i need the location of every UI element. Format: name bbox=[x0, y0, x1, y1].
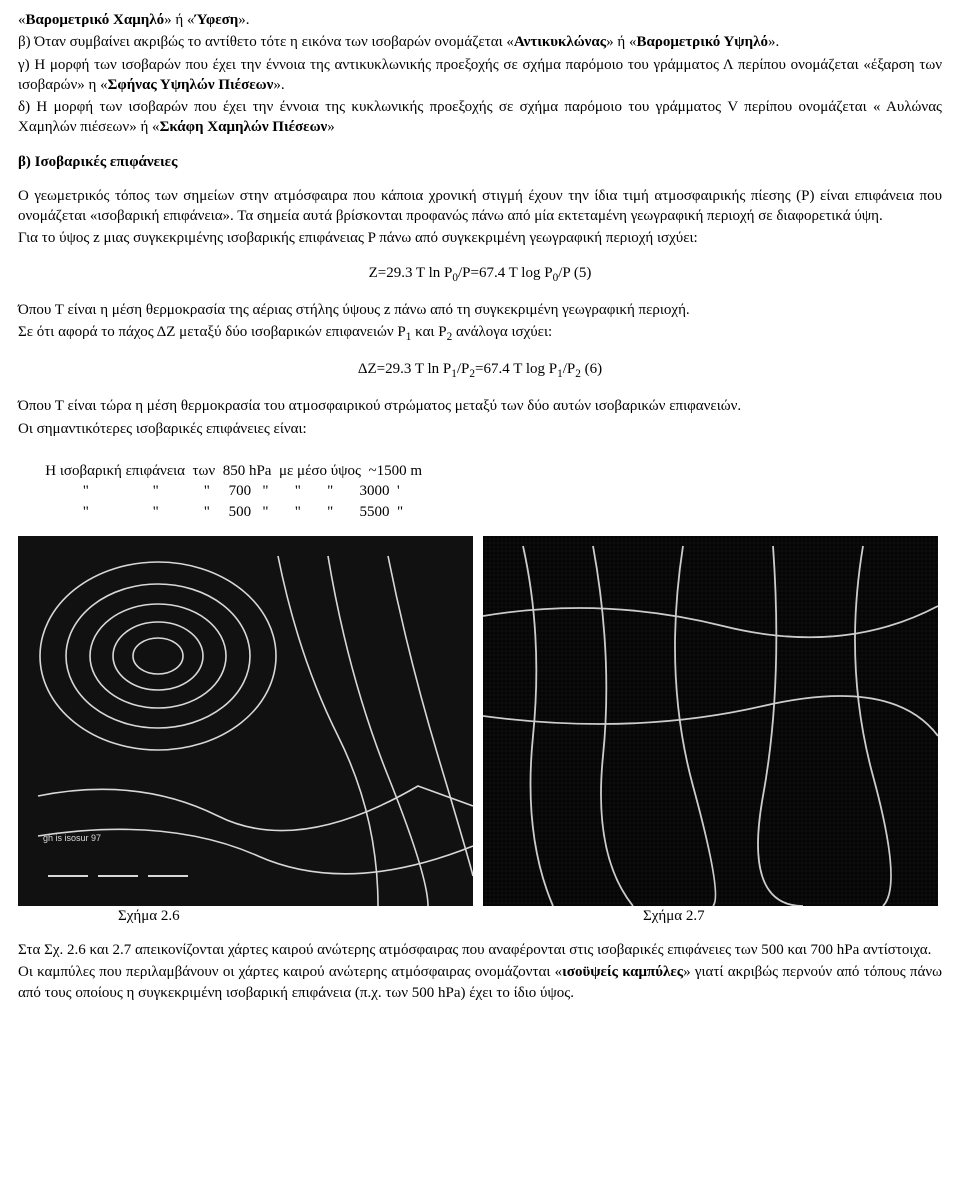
bold: Σφήνας Υψηλών Πιέσεων bbox=[108, 77, 274, 93]
text: ». bbox=[273, 77, 284, 93]
para-d: δ) Η μορφή των ισοβαρών που έχει την ένν… bbox=[18, 97, 942, 138]
para-curves: Οι καμπύλες που περιλαμβάνουν οι χάρτες … bbox=[18, 962, 942, 1003]
text: Οι καμπύλες που περιλαμβάνουν οι χάρτες … bbox=[18, 964, 562, 980]
figure-captions: Σχήμα 2.6 Σχήμα 2.7 bbox=[18, 906, 942, 926]
bold: Ύφεση bbox=[195, 12, 239, 28]
text: ». bbox=[768, 34, 779, 50]
figures-row: gh is isosur 97 bbox=[18, 536, 942, 906]
bold: Βαρομετρικό Χαμηλό bbox=[26, 12, 165, 28]
table-row: " " " 500 " " " 5500 " bbox=[34, 504, 403, 520]
table-row: " " " 700 " " " 3000 ' bbox=[34, 483, 400, 499]
contour-map-icon bbox=[483, 536, 938, 906]
eq-text: /P=67.4 T log P bbox=[458, 265, 553, 281]
text: » bbox=[327, 119, 335, 135]
text: ανάλογα ισχύει: bbox=[452, 324, 552, 340]
contour-map-icon: gh is isosur 97 bbox=[18, 536, 473, 906]
equation-6: ΔZ=29.3 T ln P1/P2=67.4 T log P1/P2 (6) bbox=[18, 359, 942, 382]
table-row: Η ισοβαρική επιφάνεια των 850 hPa με μέσ… bbox=[34, 463, 422, 479]
bold: Σκάφη Χαμηλών Πιέσεων bbox=[160, 119, 328, 135]
para-height: Για το ύψος z μιας συγκεκριμένης ισοβαρι… bbox=[18, 228, 942, 248]
para-surfaces: Οι σημαντικότερες ισοβαρικές επιφάνειες … bbox=[18, 419, 942, 439]
para-c: γ) Η μορφή των ισοβαρών που έχει την ένν… bbox=[18, 55, 942, 96]
para-temp: Όπου Τ είναι η μέση θερμοκρασία της αέρι… bbox=[18, 300, 942, 320]
svg-text:gh is isosur 97: gh is isosur 97 bbox=[43, 833, 101, 843]
para-maps: Στα Σχ. 2.6 και 2.7 απεικονίζονται χάρτε… bbox=[18, 940, 942, 960]
bold: β) Ισοβαρικές επιφάνειες bbox=[18, 154, 177, 170]
bold: Αντικυκλώνας bbox=[514, 34, 606, 50]
text: Σε ότι αφορά το πάχος ΔZ μεταξύ δύο ισοβ… bbox=[18, 324, 406, 340]
para-geometric: Ο γεωμετρικός τόπος των σημείων στην ατμ… bbox=[18, 186, 942, 227]
heading-beta: β) Ισοβαρικές επιφάνειες bbox=[18, 152, 942, 172]
para-temp2: Όπου Τ είναι τώρα η μέση θερμοκρασία του… bbox=[18, 396, 942, 416]
eq-text: ΔZ=29.3 T ln P bbox=[358, 361, 451, 377]
caption-2-7: Σχήμα 2.7 bbox=[473, 906, 942, 926]
figure-2-7 bbox=[483, 536, 938, 906]
eq-text: (6) bbox=[581, 361, 602, 377]
text: και P bbox=[411, 324, 446, 340]
eq-text: /P bbox=[563, 361, 576, 377]
surfaces-table: Η ισοβαρική επιφάνεια των 850 hPa με μέσ… bbox=[34, 441, 942, 522]
text: » ή « bbox=[606, 34, 636, 50]
para-b: β) Όταν συμβαίνει ακριβώς το αντίθετο τό… bbox=[18, 32, 942, 52]
bold: ισοϋψείς καμπύλες bbox=[562, 964, 683, 980]
text: δ) Η μορφή των ισοβαρών που έχει την ένν… bbox=[18, 99, 942, 135]
eq-text: /P (5) bbox=[558, 265, 591, 281]
figure-2-6: gh is isosur 97 bbox=[18, 536, 473, 906]
text: β) Όταν συμβαίνει ακριβώς το αντίθετο τό… bbox=[18, 34, 514, 50]
para-thickness: Σε ότι αφορά το πάχος ΔZ μεταξύ δύο ισοβ… bbox=[18, 322, 942, 345]
equation-5: Z=29.3 T ln P0/P=67.4 T log P0/P (5) bbox=[18, 263, 942, 286]
eq-text: /P bbox=[457, 361, 470, 377]
caption-2-6: Σχήμα 2.6 bbox=[18, 906, 473, 926]
line-barometric: «Βαρομετρικό Χαμηλό» ή «Ύφεση». bbox=[18, 10, 942, 30]
eq-text: Z=29.3 T ln P bbox=[369, 265, 453, 281]
eq-text: =67.4 T log P bbox=[475, 361, 557, 377]
bold: Βαρομετρικό Υψηλό bbox=[636, 34, 768, 50]
